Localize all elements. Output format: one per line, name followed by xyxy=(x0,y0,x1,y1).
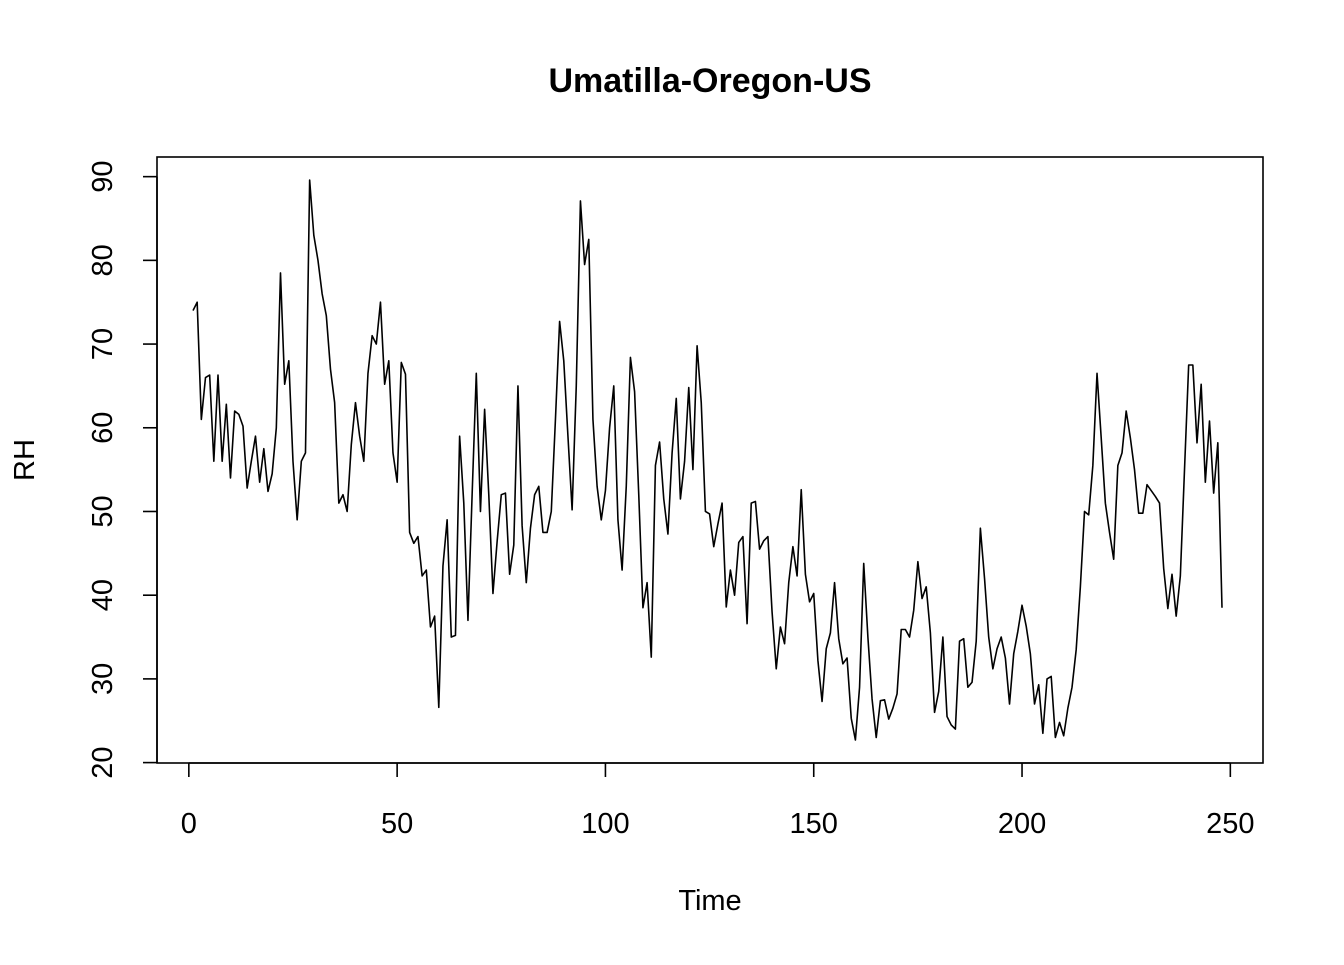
y-tick-label: 70 xyxy=(87,328,119,360)
x-tick-label: 150 xyxy=(790,808,838,840)
x-tick-label: 0 xyxy=(181,808,197,840)
x-tick-label: 100 xyxy=(581,808,629,840)
x-tick-label: 200 xyxy=(998,808,1046,840)
x-tick-label: 250 xyxy=(1206,808,1254,840)
series-layer xyxy=(192,179,1223,741)
y-tick-label: 60 xyxy=(87,412,119,444)
x-axis-label: Time xyxy=(678,885,741,917)
y-axis-label: RH xyxy=(9,439,41,481)
y-tick-label: 40 xyxy=(87,579,119,611)
plot-frame xyxy=(156,156,1264,764)
x-axis: 0 50 100 150 200 250 xyxy=(181,762,1255,840)
y-tick-label: 80 xyxy=(87,244,119,276)
y-axis: 20 30 40 50 60 70 80 90 xyxy=(87,161,158,779)
y-tick-label: 50 xyxy=(87,495,119,527)
series-line xyxy=(192,179,1223,741)
y-tick-label: 30 xyxy=(87,663,119,695)
chart-title: Umatilla-Oregon-US xyxy=(548,62,871,100)
y-tick-label: 90 xyxy=(87,161,119,193)
x-tick-label: 50 xyxy=(381,808,413,840)
y-tick-label: 20 xyxy=(87,746,119,778)
